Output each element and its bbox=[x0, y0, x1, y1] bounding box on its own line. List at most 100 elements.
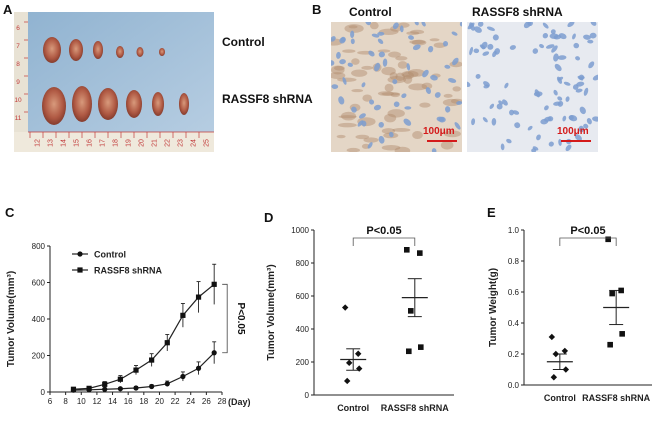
nucleus bbox=[448, 78, 457, 83]
nucleus bbox=[388, 131, 394, 138]
nucleus bbox=[500, 143, 505, 151]
panel-b-letter: B bbox=[312, 2, 322, 17]
scale-bar-control bbox=[427, 140, 457, 142]
data-point-control bbox=[562, 366, 570, 373]
nucleus bbox=[414, 22, 419, 26]
series-line-0 bbox=[73, 352, 215, 391]
nucleus bbox=[404, 106, 412, 110]
cytoplasm-stain bbox=[338, 115, 357, 119]
cytoplasm-stain bbox=[406, 31, 420, 36]
nucleus bbox=[575, 88, 583, 93]
nucleus bbox=[368, 50, 375, 57]
cytoplasm-stain bbox=[336, 134, 346, 139]
ruler-number: 20 bbox=[139, 139, 146, 147]
nucleus bbox=[378, 51, 385, 58]
cytoplasm-stain bbox=[346, 147, 360, 152]
category-label: RASSF8 shRNA bbox=[582, 393, 651, 403]
nucleus bbox=[361, 82, 366, 88]
y-tick-label: 0.8 bbox=[508, 257, 520, 266]
ihc-control-image bbox=[331, 22, 462, 152]
nucleus bbox=[427, 45, 434, 53]
data-point-shrna bbox=[180, 312, 186, 318]
y-tick-label: 0.0 bbox=[508, 381, 520, 390]
cytoplasm-stain bbox=[443, 93, 453, 98]
x-tick-label: 12 bbox=[92, 397, 101, 406]
cytoplasm-stain bbox=[407, 69, 425, 77]
scale-bar-label-shrna: 100μm bbox=[557, 126, 589, 137]
data-point-shrna bbox=[605, 236, 611, 243]
cytoplasm-stain bbox=[410, 29, 425, 35]
nucleus bbox=[551, 45, 558, 53]
nucleus bbox=[545, 44, 555, 49]
panel-b-label-shrna: RASSF8 shRNA bbox=[472, 5, 563, 19]
nucleus bbox=[565, 144, 572, 152]
cytoplasm-stain bbox=[442, 98, 461, 107]
nucleus bbox=[436, 116, 445, 122]
cytoplasm-stain bbox=[429, 38, 440, 42]
nucleus bbox=[473, 26, 482, 33]
significance-bracket bbox=[222, 283, 228, 354]
nucleus bbox=[548, 141, 554, 147]
data-point-control bbox=[548, 333, 556, 341]
cytoplasm-stain bbox=[443, 130, 461, 138]
y-axis-label: Tumor Weight(g) bbox=[488, 268, 499, 347]
nucleus bbox=[590, 22, 597, 26]
cytoplasm-stain bbox=[362, 94, 372, 102]
cytoplasm-stain bbox=[411, 39, 427, 46]
cytoplasm-stain bbox=[377, 91, 394, 96]
ruler-number: 21 bbox=[152, 139, 159, 147]
nucleus bbox=[482, 51, 490, 56]
nucleus bbox=[563, 81, 571, 86]
cytoplasm-stain bbox=[409, 40, 426, 45]
panel-a-letter: A bbox=[3, 2, 13, 17]
nucleus bbox=[445, 106, 451, 113]
ihc-image-control: 100μm bbox=[331, 22, 462, 152]
nucleus bbox=[504, 82, 509, 89]
nucleus bbox=[492, 34, 499, 41]
nucleus bbox=[338, 96, 345, 105]
cytoplasm-stain bbox=[452, 86, 461, 92]
x-tick-label: 10 bbox=[77, 397, 86, 406]
y-tick-label: 800 bbox=[32, 242, 46, 251]
nucleus bbox=[487, 43, 494, 50]
nucleus bbox=[567, 22, 575, 28]
data-point-shrna bbox=[418, 344, 424, 350]
data-point-shrna bbox=[417, 250, 423, 256]
nucleus bbox=[573, 42, 580, 49]
x-tick-label: 14 bbox=[108, 397, 117, 406]
nucleus bbox=[392, 79, 398, 85]
data-point-control bbox=[164, 381, 170, 387]
nucleus bbox=[403, 118, 412, 126]
chart-c-growth-curve: 0 200 400 600 800 6 8 10 12 14 16 18 20 22 24 26 28 (Day)… bbox=[6, 242, 251, 407]
data-point-control bbox=[344, 377, 351, 385]
x-tick-label: 24 bbox=[186, 397, 195, 406]
panel-b-label-control: Control bbox=[349, 5, 392, 19]
nucleus bbox=[550, 29, 556, 35]
nucleus bbox=[382, 58, 388, 67]
nucleus bbox=[406, 63, 411, 71]
data-point-shrna bbox=[607, 341, 613, 348]
y-tick-label: 0 bbox=[305, 391, 310, 400]
nucleus bbox=[393, 101, 400, 108]
chart-d-tumor-volume: 0 200 400 600 800 1000 Tumor Volume(mm³) Contro… bbox=[266, 225, 454, 413]
panel-d-letter: D bbox=[264, 210, 274, 225]
panel-a-label-control: Control bbox=[222, 35, 265, 49]
nucleus bbox=[336, 51, 341, 59]
side-ruler-number: 11 bbox=[15, 115, 22, 122]
nucleus bbox=[399, 25, 404, 33]
nucleus bbox=[342, 77, 347, 85]
data-point-shrna bbox=[609, 290, 615, 297]
nucleus bbox=[481, 41, 488, 50]
x-tick-label: 28 bbox=[218, 397, 227, 406]
nucleus bbox=[496, 103, 503, 110]
nucleus bbox=[583, 34, 591, 40]
side-ruler-number: 9 bbox=[16, 79, 20, 86]
nucleus bbox=[557, 96, 563, 101]
cytoplasm-stain bbox=[397, 61, 408, 69]
y-tick-label: 1000 bbox=[291, 226, 309, 235]
tumor-photo-image: 12 13 14 15 16 17 18 19 20 21 22 23 24 25 6 7 8 9 10 11 bbox=[14, 12, 214, 152]
nucleus bbox=[557, 55, 567, 60]
ruler-number: 13 bbox=[48, 139, 55, 147]
nucleus bbox=[469, 22, 475, 31]
nucleus bbox=[568, 115, 574, 121]
